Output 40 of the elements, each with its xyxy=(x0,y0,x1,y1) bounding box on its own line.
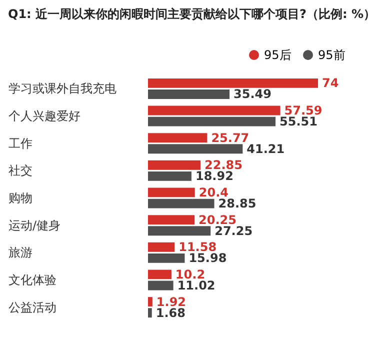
bar xyxy=(148,226,211,236)
bar xyxy=(148,253,185,263)
data-label: 28.85 xyxy=(218,196,256,211)
legend-label: 95后 xyxy=(264,48,292,62)
bar xyxy=(148,90,230,99)
y-tick-label: 公益活动 xyxy=(8,300,56,314)
y-tick-label: 旅游 xyxy=(8,246,32,260)
y-tick-label: 个人兴趣爱好 xyxy=(8,109,80,124)
bar xyxy=(148,144,243,154)
bar xyxy=(148,270,172,280)
y-tick-label: 运动/健身 xyxy=(8,218,61,232)
bar xyxy=(148,242,175,252)
y-tick-label: 工作 xyxy=(8,136,32,150)
bar xyxy=(148,116,276,126)
bar xyxy=(148,215,195,224)
bar xyxy=(148,297,152,306)
data-label: 35.49 xyxy=(234,87,272,102)
y-tick-label: 购物 xyxy=(8,191,32,205)
y-tick-label: 文化体验 xyxy=(8,272,56,287)
bar xyxy=(148,106,280,116)
bar xyxy=(148,133,208,143)
legend-label: 95前 xyxy=(318,48,346,62)
bar xyxy=(148,188,195,198)
data-label: 25.77 xyxy=(211,130,250,145)
bar xyxy=(148,280,174,290)
data-label: 10.2 xyxy=(175,267,206,282)
y-tick-label: 社交 xyxy=(8,164,32,178)
bar xyxy=(148,160,200,170)
bar xyxy=(148,78,318,88)
bar xyxy=(148,172,192,181)
y-tick-label: 学习或课外自我充电 xyxy=(8,82,116,96)
data-label: 55.51 xyxy=(280,114,318,129)
bar xyxy=(148,308,152,318)
data-label: 20.4 xyxy=(198,185,228,200)
data-label: 74 xyxy=(322,76,339,90)
data-label: 57.59 xyxy=(284,103,322,118)
chart-title: Q1: 近一周以来你的闲暇时间主要贡献给以下哪个项目?（比例: %） xyxy=(7,6,376,23)
data-label: 41.21 xyxy=(246,142,285,156)
bar xyxy=(148,198,214,208)
data-label: 11.02 xyxy=(177,278,216,293)
